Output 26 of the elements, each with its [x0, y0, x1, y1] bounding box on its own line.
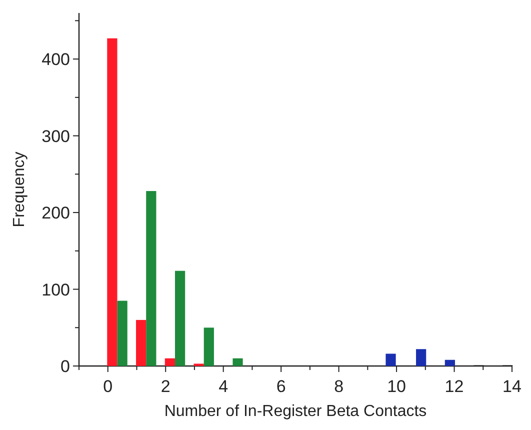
bar — [164, 358, 175, 366]
x-tick-label: 12 — [444, 377, 464, 396]
x-tick-label: 6 — [276, 377, 286, 396]
y-tick-label: 0 — [60, 357, 70, 376]
y-tick-label: 300 — [42, 126, 70, 146]
y-axis-title: Frequency — [11, 152, 28, 228]
y-tick-label: 100 — [42, 280, 70, 300]
x-tick-label: 10 — [387, 377, 406, 396]
bar — [416, 349, 426, 366]
bar — [107, 38, 118, 366]
y-tick-label: 200 — [42, 204, 70, 223]
bar — [136, 320, 146, 366]
x-tick-label: 14 — [502, 377, 522, 396]
x-tick-label: 2 — [160, 377, 170, 396]
x-tick-label: 4 — [218, 377, 228, 396]
bar — [117, 300, 128, 366]
bar — [232, 358, 243, 366]
bar — [204, 328, 214, 366]
x-tick-label: 8 — [334, 377, 344, 396]
x-tick-label: 0 — [103, 377, 113, 396]
x-axis-title: Number of In-Register Beta Contacts — [164, 403, 427, 420]
bar — [444, 360, 455, 366]
bar — [174, 270, 186, 366]
bar — [386, 354, 396, 366]
y-tick-label: 400 — [42, 50, 70, 70]
bar — [146, 191, 156, 366]
